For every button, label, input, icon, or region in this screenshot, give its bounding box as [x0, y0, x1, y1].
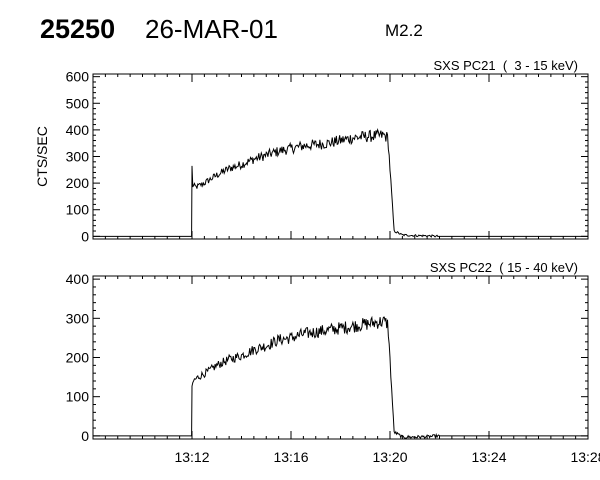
panel-title: SXS PC21 ( 3 - 15 keV): [433, 58, 578, 73]
chart-panel-1: SXS PC21 ( 3 - 15 keV) 0 100 200 300 400 500 60…: [34, 58, 589, 244]
x-tick-label: 13:20: [372, 449, 407, 465]
y-axis-title: CTS/SEC: [34, 126, 50, 187]
flare-class: M2.2: [385, 21, 423, 40]
y-tick-label: 300: [66, 310, 90, 326]
y-tick-label: 200: [66, 350, 90, 366]
series-line: [93, 315, 588, 440]
y-tick-label: 400: [66, 122, 90, 138]
plot-frame: [92, 73, 589, 240]
y-tick-label: 500: [66, 95, 90, 111]
y-tick-label: 400: [66, 271, 90, 287]
y-tick-label: 100: [66, 202, 90, 218]
series-line: [93, 128, 588, 238]
x-tick-label: 13:12: [174, 449, 209, 465]
y-tick-label: 100: [66, 389, 90, 405]
y-tick-label: 600: [66, 69, 90, 85]
panel-title: SXS PC22 ( 15 - 40 keV): [430, 260, 578, 275]
chart-panel-2: SXS PC22 ( 15 - 40 keV) 0 100 200 300 400 13:1…: [66, 260, 600, 465]
x-tick-label: 13:28: [570, 449, 600, 465]
event-date: 26-MAR-01: [145, 14, 278, 44]
plot-frame: [92, 275, 589, 440]
y-tick-label: 200: [66, 175, 90, 191]
y-tick-label: 0: [81, 428, 89, 444]
y-tick-label: 0: [81, 228, 89, 244]
event-id: 25250: [40, 14, 116, 44]
x-tick-label: 13:24: [471, 449, 506, 465]
x-tick-label: 13:16: [273, 449, 308, 465]
y-tick-label: 300: [66, 149, 90, 165]
